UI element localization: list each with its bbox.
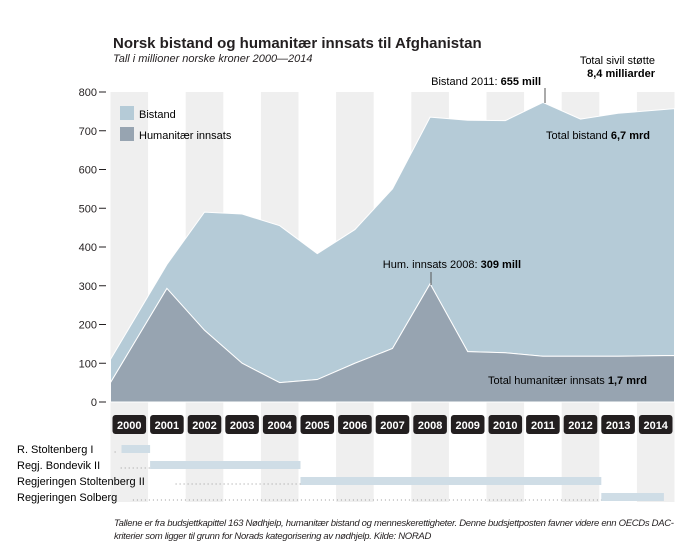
year-badge — [375, 415, 410, 434]
year-badge — [526, 415, 560, 434]
annotation-hum-peak: Hum. innsats 2008: 309 mill — [383, 259, 521, 271]
year-label: 2006 — [343, 420, 367, 432]
year-label: 2002 — [192, 420, 216, 432]
annotation-total-civil-label: Total sivil støtte — [580, 55, 655, 67]
government-label: R. Stoltenberg I — [17, 444, 93, 456]
year-badge — [262, 415, 297, 434]
annotation-total-bistand: Total bistand 6,7 mrd — [546, 130, 650, 142]
y-tick-label: 500 — [79, 203, 97, 215]
year-badge — [187, 415, 222, 434]
area-humanitaer — [110, 282, 675, 403]
y-tick-label: 600 — [79, 165, 97, 177]
year-label: 2011 — [531, 420, 555, 432]
government-label: Regjeringen Solberg — [17, 492, 117, 504]
year-badge — [300, 415, 335, 434]
year-label: 2000 — [117, 420, 141, 432]
year-label: 2009 — [455, 420, 479, 432]
year-label: 2005 — [305, 420, 329, 432]
year-badge — [413, 415, 447, 434]
government-period-bar — [150, 461, 301, 469]
government-label: Regjeringen Stoltenberg II — [17, 476, 145, 488]
year-label: 2013 — [606, 420, 630, 432]
year-badge — [488, 415, 523, 434]
year-badge — [601, 415, 635, 434]
year-badge — [338, 415, 372, 434]
annotation-bistand-peak: Bistand 2011: 655 mill — [431, 76, 541, 88]
y-tick-label: 100 — [79, 358, 97, 370]
year-label: 2004 — [267, 420, 292, 432]
y-tick-label: 800 — [79, 87, 97, 99]
year-stripe — [110, 92, 149, 502]
legend-label-humanitaer: Humanitær innsats — [139, 130, 232, 142]
year-label: 2007 — [380, 420, 404, 432]
year-badge — [450, 415, 485, 434]
y-tick-label: 400 — [79, 242, 97, 254]
year-label: 2008 — [418, 420, 442, 432]
footnote: Tallene er fra budsjettkapittel 163 Nødh… — [114, 518, 674, 542]
government-period-bar — [300, 477, 602, 485]
year-badge — [112, 415, 147, 434]
year-badge — [638, 415, 673, 434]
legend-swatch-bistand — [120, 106, 134, 120]
chart-subtitle: Tall i millioner norske kroner 2000—2014 — [113, 53, 313, 65]
year-badge — [563, 415, 598, 434]
annotation-total-civil-value: 8,4 milliarder — [587, 68, 656, 80]
government-period-bar — [601, 493, 664, 501]
y-tick-label: 700 — [79, 126, 97, 138]
legend-swatch-humanitaer — [120, 127, 134, 141]
legend-label-bistand: Bistand — [139, 109, 176, 121]
y-tick-label: 0 — [91, 397, 97, 409]
annotation-total-hum: Total humanitær innsats 1,7 mrd — [488, 375, 647, 387]
year-label: 2014 — [643, 420, 668, 432]
chart-title: Norsk bistand og humanitær innsats til A… — [113, 35, 482, 52]
government-period-bar — [121, 445, 151, 453]
year-badge — [150, 415, 184, 434]
year-label: 2010 — [493, 420, 517, 432]
year-badge — [225, 415, 259, 434]
year-label: 2012 — [568, 420, 592, 432]
y-tick-label: 300 — [79, 281, 97, 293]
y-tick-label: 200 — [79, 320, 97, 332]
year-label: 2001 — [155, 420, 179, 432]
year-label: 2003 — [230, 420, 254, 432]
government-label: Regj. Bondevik II — [17, 460, 100, 472]
